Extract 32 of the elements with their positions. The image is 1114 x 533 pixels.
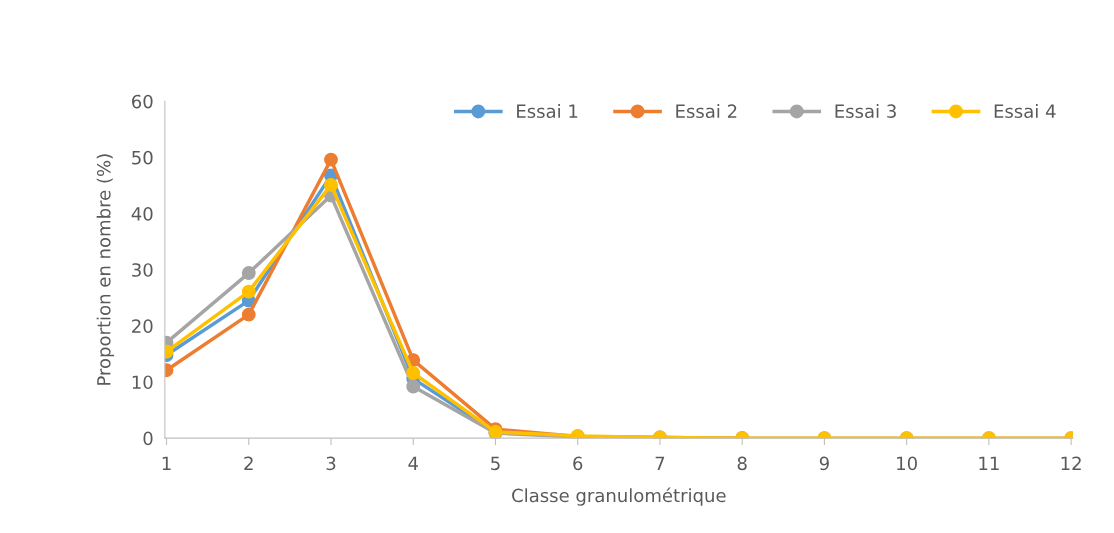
x-tick-label: 5 (491, 456, 500, 471)
y-tick-label: 20 (132, 319, 153, 333)
legend-label: Essai 3 (835, 104, 896, 119)
x-tick-label: 10 (897, 456, 917, 471)
x-tick-label: 8 (737, 456, 747, 471)
x-tick-label: 3 (326, 456, 336, 471)
legend-label: Essai 1 (517, 104, 578, 119)
point (406, 366, 421, 380)
point (324, 152, 338, 167)
y-tick-label: 0 (143, 431, 153, 446)
point (241, 284, 256, 299)
point (241, 307, 256, 322)
y-tick-label: 60 (132, 94, 153, 109)
x-tick-label: 2 (244, 456, 253, 470)
x-tick-label: 12 (1061, 456, 1081, 470)
x-tick-label: 9 (819, 456, 829, 471)
point (324, 177, 338, 192)
x-tick-label: 6 (573, 456, 583, 471)
legend-label: Essai 2 (676, 104, 737, 119)
x-tick-label: 4 (408, 456, 418, 470)
point (241, 266, 256, 281)
y-axis-title: Proportion en nombre (%) (96, 154, 115, 385)
x-tick-label: 1 (162, 456, 171, 470)
y-tick-label: 10 (132, 375, 153, 390)
y-tick-label: 30 (132, 263, 153, 277)
y-tick-label: 50 (132, 150, 153, 165)
x-axis-title: Classe granulométrique (512, 487, 726, 506)
legend-label: Essai 4 (994, 104, 1056, 119)
y-tick-label: 40 (131, 207, 153, 221)
point (406, 379, 421, 394)
x-tick-label: 11 (979, 456, 999, 470)
x-tick-label: 7 (655, 456, 665, 470)
